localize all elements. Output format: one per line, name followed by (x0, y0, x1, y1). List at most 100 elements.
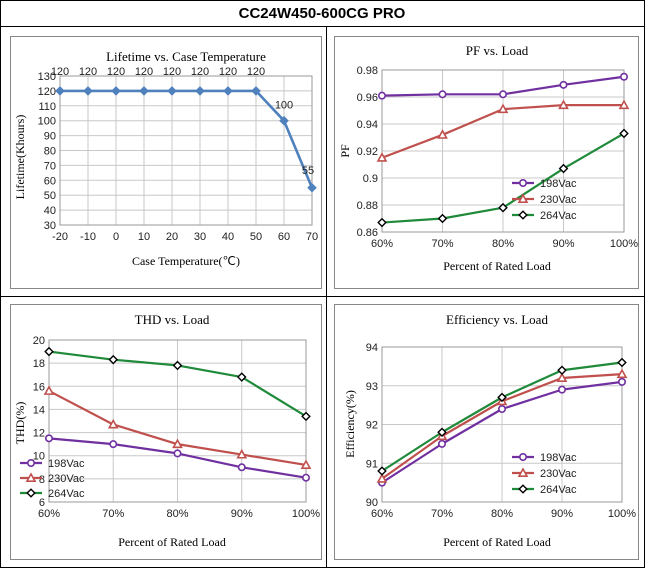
data-point (498, 202, 508, 213)
x-tick-label: 60% (38, 508, 60, 520)
legend-entry: 264Vac (540, 484, 577, 496)
data-point (437, 427, 447, 438)
y-tick-label: 50 (44, 190, 56, 202)
y-tick-label: 20 (33, 335, 45, 347)
x-tick-label: -10 (80, 231, 96, 243)
data-point (195, 86, 205, 96)
x-tick-label: 100% (608, 508, 636, 520)
x-tick-label: 50 (250, 231, 262, 243)
data-point (557, 385, 566, 394)
x-tick-label: 90% (552, 238, 574, 250)
legend-marker (518, 179, 527, 188)
y-tick-label: 14 (33, 404, 45, 416)
chart-title: Efficiency vs. Load (446, 312, 548, 327)
legend-marker (26, 458, 35, 467)
y-tick-label: 0.88 (357, 200, 378, 212)
data-point (108, 354, 119, 365)
y-tick-label: 16 (33, 381, 45, 393)
legend-marker (26, 488, 36, 498)
series-line-lifetime (60, 89, 314, 189)
x-tick-label: 70 (306, 231, 318, 243)
x-tick-label: 80% (492, 238, 514, 250)
data-point (300, 459, 312, 469)
x-tick-label: 70% (431, 508, 453, 520)
data-point (617, 357, 627, 368)
data-point (111, 86, 121, 96)
data-point (377, 466, 387, 476)
legend-entry: 230Vac (540, 194, 577, 206)
y-tick-label: 90 (366, 497, 378, 509)
data-point (223, 86, 233, 96)
data-label: 120 (247, 66, 265, 78)
legend-entry: 230Vac (540, 468, 577, 480)
efficiency-chart: Efficiency vs. Load Percent of Rated Loa… (343, 312, 636, 549)
y-tick-label: 0.86 (357, 227, 378, 239)
thd-chart: THD vs. Load Percent of Rated Load THD(%… (13, 312, 320, 549)
y-axis-label: Efficiency(%) (343, 390, 357, 458)
pf-chart: PF vs. Load Percent of Rated Load PF 0.8… (338, 43, 638, 273)
y-tick-label: 94 (366, 342, 378, 354)
data-point (617, 377, 626, 386)
legend-entry: 230Vac (48, 473, 85, 485)
x-tick-label: 100% (610, 238, 638, 250)
legend-marker (518, 452, 527, 461)
y-tick-label: 0.92 (357, 146, 378, 158)
data-point (307, 182, 317, 193)
legend-entry: 198Vac (540, 178, 577, 190)
x-tick-label: 90% (551, 508, 573, 520)
y-axis-label: THD(%) (13, 402, 27, 445)
data-point (558, 163, 569, 174)
data-point (83, 86, 93, 96)
data-label: 120 (219, 66, 237, 78)
y-tick-label: 0.96 (357, 92, 378, 104)
x-tick-label: 70% (102, 508, 124, 520)
x-tick-label: 80% (166, 508, 188, 520)
y-tick-label: 90 (44, 131, 56, 143)
legend-marker (517, 193, 529, 203)
chart-border-eff (334, 304, 639, 560)
data-point (236, 448, 248, 459)
y-tick-label: 30 (44, 220, 56, 232)
data-point (619, 128, 629, 139)
data-point (619, 72, 628, 81)
y-axis-label: PF (338, 144, 352, 158)
x-axis-label: Percent of Rated Load (443, 259, 551, 273)
y-tick-label: 70 (44, 160, 56, 172)
legend-marker (25, 472, 37, 483)
x-tick-label: 30 (194, 231, 206, 243)
y-tick-label: 40 (44, 205, 56, 217)
x-axis-label: Case Temperature(℃) (132, 254, 240, 268)
data-point (559, 80, 568, 89)
legend-marker (518, 484, 528, 494)
data-point (437, 213, 448, 224)
chart-title: Lifetime vs. Case Temperature (106, 49, 266, 64)
data-point (139, 86, 149, 96)
y-tick-label: 120 (38, 86, 56, 98)
y-tick-label: 130 (38, 71, 56, 83)
data-point (497, 392, 507, 403)
data-point (44, 434, 53, 443)
data-label: 120 (79, 66, 97, 78)
data-point (236, 372, 247, 382)
plot-area (381, 346, 623, 503)
data-point (497, 103, 509, 114)
data-point (44, 346, 54, 357)
y-tick-label: 18 (33, 358, 45, 370)
data-point (279, 115, 289, 126)
chart-border-pf (334, 36, 639, 289)
data-point (557, 365, 567, 376)
x-tick-label: 60 (278, 231, 290, 243)
legend-entry: 198Vac (540, 452, 577, 464)
chart-title: PF vs. Load (466, 43, 529, 58)
y-tick-label: 91 (366, 458, 378, 470)
y-tick-label: 80 (44, 146, 56, 158)
data-point (301, 411, 311, 422)
data-label: 120 (163, 66, 181, 78)
data-label: 120 (135, 66, 153, 78)
data-label: 120 (191, 66, 209, 78)
data-point (301, 473, 310, 482)
x-tick-label: 60% (371, 508, 393, 520)
y-tick-label: 8 (39, 474, 45, 486)
x-tick-label: -20 (52, 231, 68, 243)
